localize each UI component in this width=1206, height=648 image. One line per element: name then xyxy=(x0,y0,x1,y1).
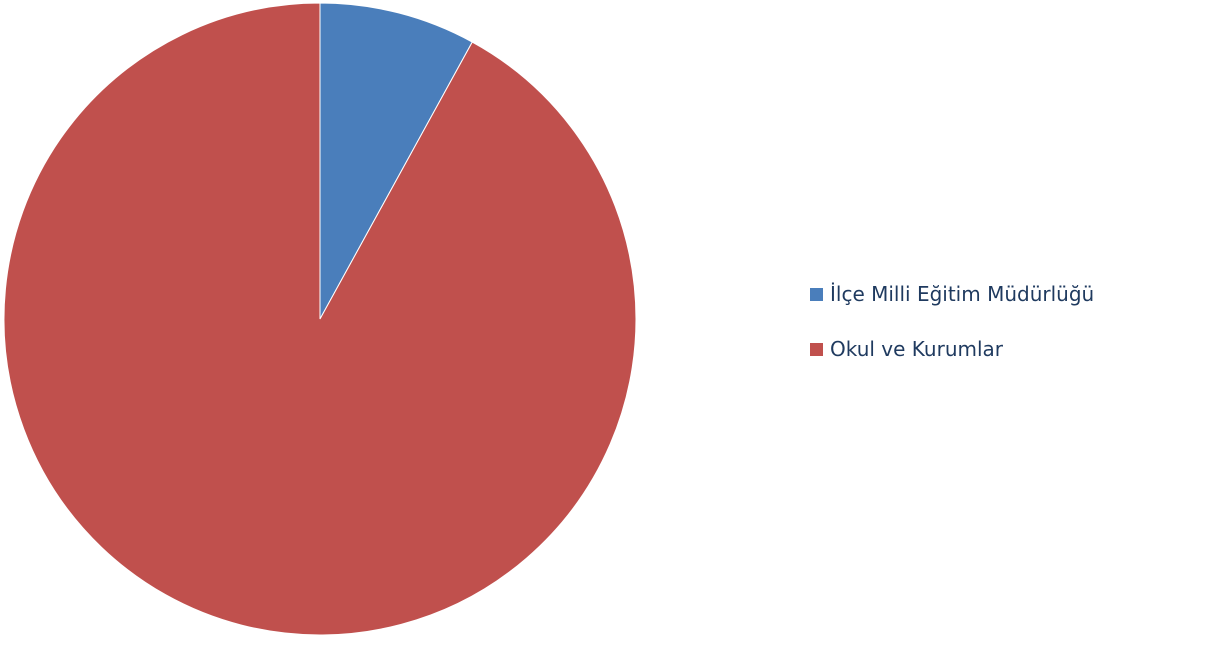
legend-swatch-okul-ve-kurumlar xyxy=(810,342,823,356)
pie-slices xyxy=(3,2,637,636)
legend-swatch-ilce-milli-egitim xyxy=(810,287,823,301)
pie-slice-ilce-milli-egitim xyxy=(319,2,473,320)
legend: İlçe Milli Eğitim Müdürlüğü Okul ve Kuru… xyxy=(810,279,1200,389)
legend-item-okul-ve-kurumlar: Okul ve Kurumlar xyxy=(810,334,1200,364)
legend-label-ilce-milli-egitim: İlçe Milli Eğitim Müdürlüğü xyxy=(830,282,1095,306)
legend-label-okul-ve-kurumlar: Okul ve Kurumlar xyxy=(830,337,1004,361)
legend-item-ilce-milli-egitim: İlçe Milli Eğitim Müdürlüğü xyxy=(810,279,1200,309)
pie-slice-okul-ve-kurumlar xyxy=(3,2,637,636)
